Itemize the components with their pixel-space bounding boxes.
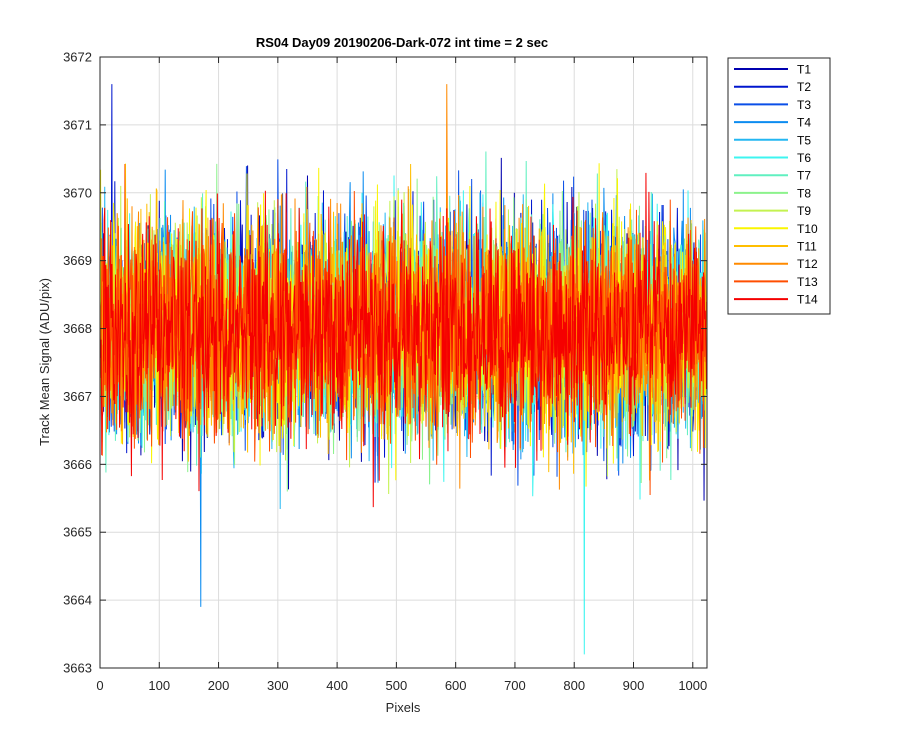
legend-label-t11: T11 xyxy=(797,240,817,254)
x-axis-label: Pixels xyxy=(386,700,421,715)
chart-title: RS04 Day09 20190206-Dark-072 int time = … xyxy=(256,35,548,50)
x-tick-label: 500 xyxy=(386,678,408,693)
legend-label-t6: T6 xyxy=(797,151,811,165)
tick-labels: 0 100 200 300 400 500 600 700 800 900 1000 3663 3664… xyxy=(63,50,707,694)
legend-label-t12: T12 xyxy=(797,257,818,271)
legend-label-t1: T1 xyxy=(797,63,811,77)
plot-area: 0 100 200 300 400 500 600 700 800 900 1000 3663 3664… xyxy=(63,50,708,694)
y-axis-label: Track Mean Signal (ADU/pix) xyxy=(37,278,52,446)
legend: T1 T2 T3 T4 T5 T6 T7 T8 T9 T10 T11 T12 T13 T14 xyxy=(727,57,831,315)
legend-label-t10: T10 xyxy=(797,222,818,236)
legend-label-t7: T7 xyxy=(797,169,811,183)
y-tick-label: 3663 xyxy=(63,661,92,676)
x-tick-label: 0 xyxy=(96,678,103,693)
legend-label-t8: T8 xyxy=(797,186,811,200)
x-tick-label: 700 xyxy=(504,678,526,693)
x-tick-label: 800 xyxy=(563,678,585,693)
series-layer xyxy=(99,84,707,655)
y-tick-label: 3669 xyxy=(63,253,92,268)
legend-label-t3: T3 xyxy=(797,98,811,112)
legend-label-t13: T13 xyxy=(797,275,818,289)
y-tick-label: 3665 xyxy=(63,525,92,540)
y-tick-label: 3668 xyxy=(63,321,92,336)
y-tick-label: 3671 xyxy=(63,117,92,132)
legend-label-t2: T2 xyxy=(797,80,811,94)
y-tick-label: 3666 xyxy=(63,457,92,472)
x-tick-label: 400 xyxy=(326,678,348,693)
x-tick-label: 100 xyxy=(148,678,170,693)
y-tick-label: 3667 xyxy=(63,389,92,404)
x-tick-label: 300 xyxy=(267,678,289,693)
series-line-t14 xyxy=(99,172,707,508)
legend-items: T1 T2 T3 T4 T5 T6 T7 T8 T9 T10 T11 T12 T13 T14 xyxy=(734,63,818,307)
legend-label-t14: T14 xyxy=(797,293,818,307)
y-tick-label: 3670 xyxy=(63,185,92,200)
legend-box xyxy=(727,57,831,315)
plot-frame xyxy=(99,56,708,669)
legend-label-t4: T4 xyxy=(797,116,811,130)
legend-label-t5: T5 xyxy=(797,133,811,147)
x-tick-label: 200 xyxy=(208,678,230,693)
y-tick-label: 3664 xyxy=(63,593,92,608)
x-tick-label: 600 xyxy=(445,678,467,693)
legend-label-t9: T9 xyxy=(797,204,811,218)
y-tick-label: 3672 xyxy=(63,50,92,65)
axis-ticks xyxy=(99,56,707,669)
x-tick-label: 900 xyxy=(623,678,645,693)
x-tick-label: 1000 xyxy=(678,678,707,693)
